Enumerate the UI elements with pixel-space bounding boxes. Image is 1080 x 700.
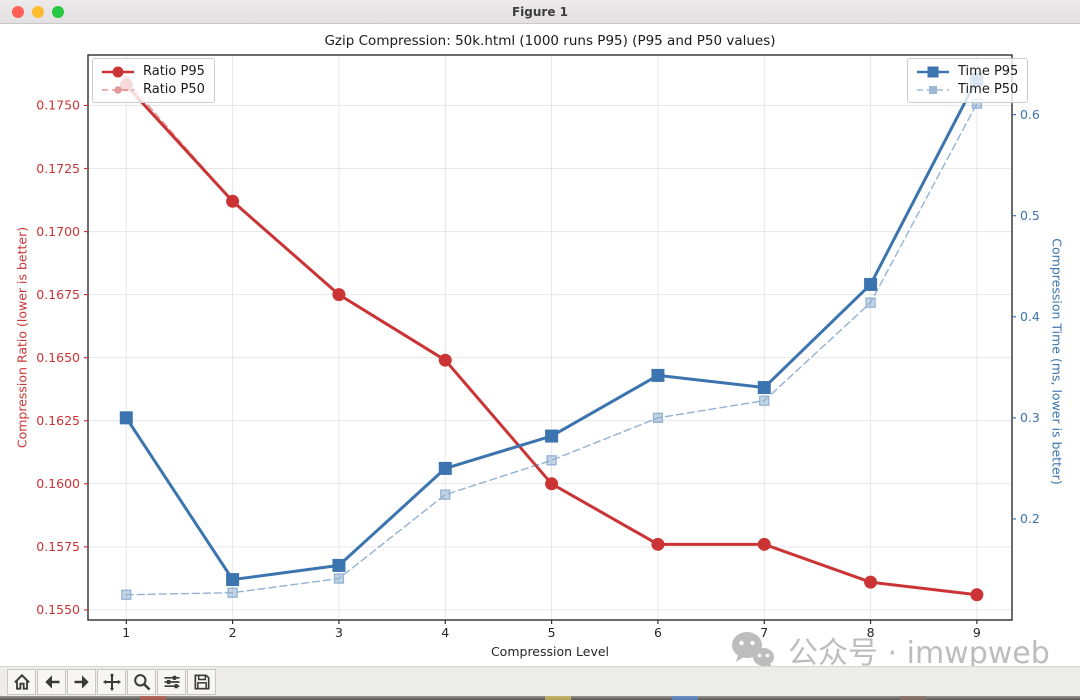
legend-label: Time P95 <box>958 64 1019 79</box>
legend-label: Time P50 <box>958 82 1019 97</box>
zoom-rect-button[interactable] <box>127 668 156 695</box>
legend-entry-time-p50: Time P50 <box>915 82 1018 97</box>
close-button[interactable] <box>12 6 24 18</box>
svg-text:0.5: 0.5 <box>1020 208 1040 223</box>
svg-text:4: 4 <box>441 625 449 640</box>
dock-sliver <box>0 696 1080 700</box>
wechat-icon <box>732 632 774 668</box>
svg-text:9: 9 <box>973 625 981 640</box>
navigation-toolbar <box>0 666 1080 696</box>
window-titlebar: Figure 1 <box>0 0 1080 24</box>
pan-button[interactable] <box>97 668 126 695</box>
svg-text:0.1700: 0.1700 <box>36 224 80 239</box>
right-axis-label: Compression Time (ms, lower is better) <box>1049 238 1065 485</box>
legend-label: Ratio P95 <box>143 64 205 79</box>
svg-text:0.1725: 0.1725 <box>36 161 80 176</box>
svg-text:6: 6 <box>654 625 662 640</box>
svg-text:5: 5 <box>548 625 556 640</box>
minimize-button[interactable] <box>32 6 44 18</box>
svg-text:0.1650: 0.1650 <box>36 350 80 365</box>
legend-entry-time-p95: Time P95 <box>915 64 1018 79</box>
legend-label: Ratio P50 <box>143 82 205 97</box>
plot-canvas: 0.1550 0.1575 0.1600 0.1625 0.1650 0.1675 0.17… <box>36 54 1040 640</box>
legend-entry-ratio-p50: Ratio P50 <box>100 82 205 97</box>
svg-text:3: 3 <box>335 625 343 640</box>
home-icon <box>13 673 30 690</box>
watermark-text: 公众号 · imwpweb <box>788 636 1050 671</box>
svg-text:0.6: 0.6 <box>1020 107 1040 122</box>
left-axis-label: Compression Ratio (lower is better) <box>14 226 30 449</box>
legend-ratio: Ratio P95 Ratio P50 <box>92 58 215 103</box>
x-axis-label: Compression Level <box>490 644 610 659</box>
save-button[interactable] <box>187 668 216 695</box>
back-button[interactable] <box>37 668 66 695</box>
time-p95-swatch <box>917 66 949 77</box>
window-title: Figure 1 <box>511 5 569 19</box>
svg-text:0.1550: 0.1550 <box>36 602 80 617</box>
svg-text:0.1575: 0.1575 <box>36 539 80 554</box>
ratio-p95-swatch <box>102 66 134 77</box>
zoom-button[interactable] <box>52 6 64 18</box>
forward-icon <box>74 674 89 689</box>
figure-area: 0.1550 0.1575 0.1600 0.1625 0.1650 0.1675 0.17… <box>0 24 1080 671</box>
svg-text:0.1600: 0.1600 <box>36 476 80 491</box>
legend-time: Time P95 Time P50 <box>907 58 1029 103</box>
legend-entry-ratio-p95: Ratio P95 <box>100 64 205 79</box>
svg-text:8: 8 <box>867 625 875 640</box>
zoom-icon <box>133 673 150 690</box>
watermark: 公众号 · imwpweb <box>730 628 1050 672</box>
svg-text:0.1675: 0.1675 <box>36 287 80 302</box>
save-icon <box>194 674 209 689</box>
svg-text:1: 1 <box>122 625 130 640</box>
chart-title: Gzip Compression: 50k.html (1000 runs P9… <box>324 33 776 49</box>
time-p50-swatch <box>917 85 949 94</box>
ratio-p50-swatch <box>102 85 134 94</box>
pan-icon <box>102 672 121 691</box>
svg-text:0.1625: 0.1625 <box>36 413 80 428</box>
svg-text:7: 7 <box>760 625 768 640</box>
forward-button[interactable] <box>67 668 96 695</box>
svg-text:0.3: 0.3 <box>1020 410 1040 425</box>
subplots-icon <box>164 675 179 688</box>
svg-text:0.2: 0.2 <box>1020 511 1040 526</box>
svg-text:2: 2 <box>229 625 237 640</box>
back-icon <box>44 674 59 689</box>
subplots-button[interactable] <box>157 668 186 695</box>
svg-text:0.4: 0.4 <box>1020 309 1040 324</box>
svg-text:0.1750: 0.1750 <box>36 98 80 113</box>
home-button[interactable] <box>7 668 36 695</box>
